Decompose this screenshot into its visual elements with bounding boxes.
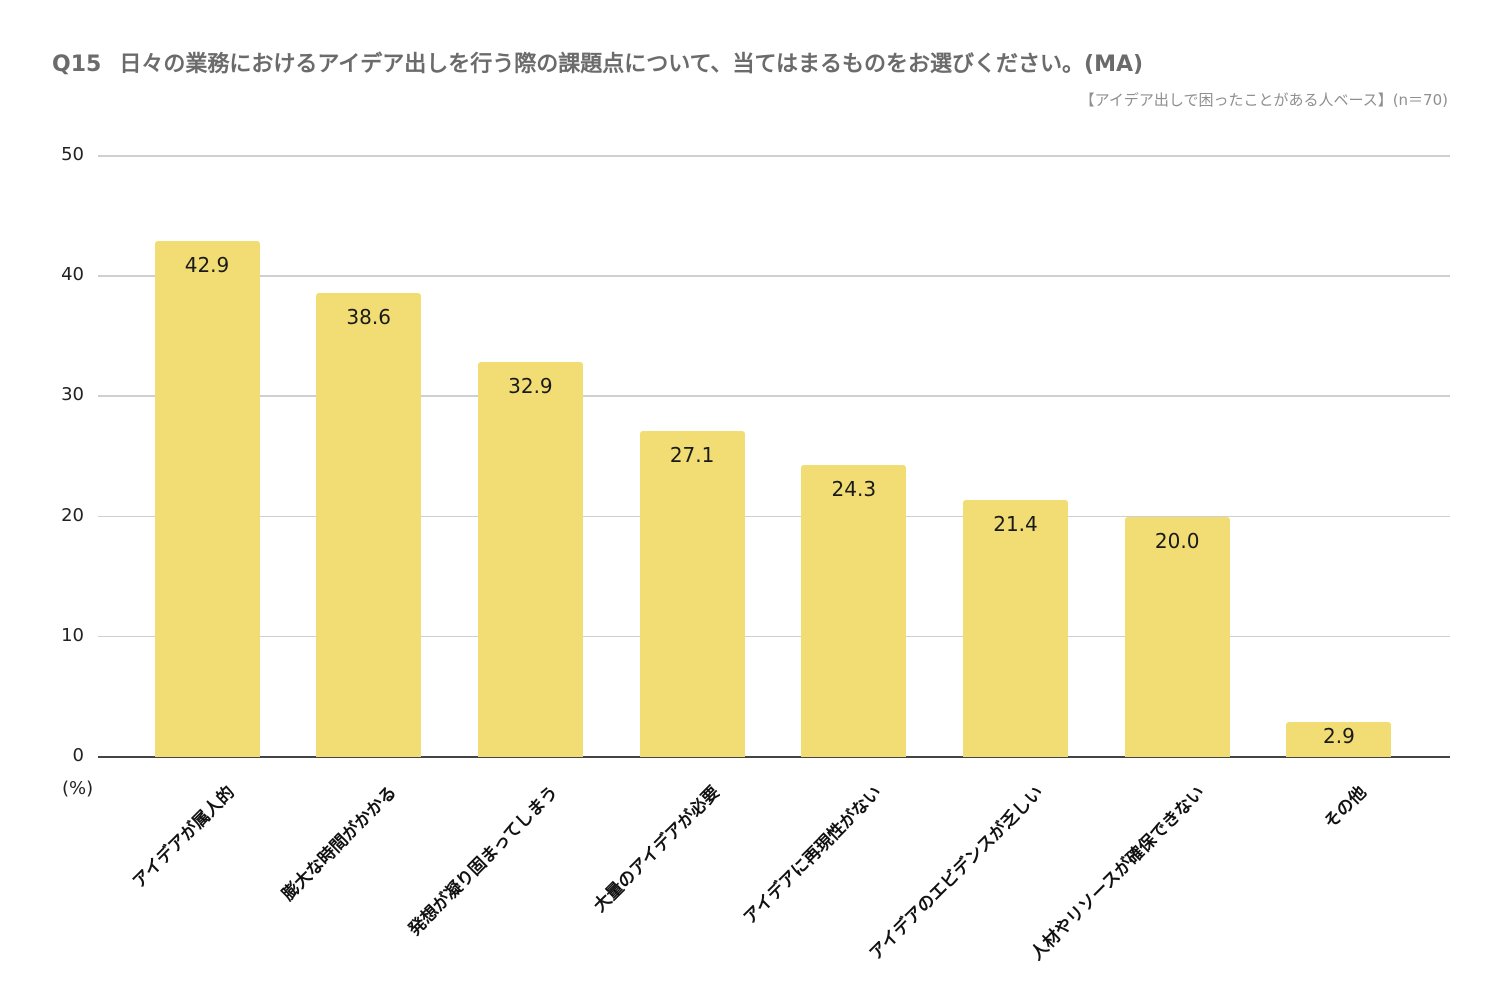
x-category-label: 大量のアイデアが必要 <box>590 782 724 917</box>
y-tick-label: 30 <box>61 384 84 406</box>
x-category-label: 発想が凝り固まってしまう <box>405 782 563 940</box>
y-tick-label: 40 <box>61 264 84 286</box>
gridline <box>98 275 1450 277</box>
bar-value-label: 24.3 <box>831 476 877 501</box>
bar: 38.6 <box>316 293 422 757</box>
plot-area: 42.9 38.6 32.9 27.1 24.3 21.4 20.0 2.9 <box>98 155 1450 758</box>
y-tick-label: 20 <box>61 504 84 526</box>
y-tick-label: 50 <box>61 144 84 165</box>
bar: 2.9 <box>1286 722 1392 757</box>
x-axis-baseline <box>98 756 1450 758</box>
gridline <box>98 635 1450 638</box>
x-category-label: その他 <box>1320 782 1371 833</box>
y-tick-label: 0 <box>72 745 84 766</box>
bar-value-label: 38.6 <box>346 305 391 330</box>
question-number: Q15 <box>52 52 102 77</box>
bar-value-label: 21.4 <box>993 511 1038 536</box>
gridline <box>98 515 1450 518</box>
bar: 24.3 <box>801 464 907 757</box>
x-category-label: 人材やリソースが確保できない <box>1027 782 1210 965</box>
x-category-label: アイデアのエビデンスが乏しい <box>865 782 1047 965</box>
bar: 32.9 <box>477 361 583 757</box>
bar-value-label: 20.0 <box>1154 528 1200 553</box>
bar: 42.9 <box>154 241 260 757</box>
x-category-label: 膨大な時間がかかる <box>278 782 401 905</box>
bar-value-label: 2.9 <box>1322 724 1355 749</box>
bar-value-label: 32.9 <box>508 373 553 398</box>
chart-subtitle: 【アイデア出しで困ったことがある人ベース】(n＝70) <box>1079 91 1448 109</box>
bar: 20.0 <box>1124 516 1230 757</box>
x-category-label: アイデアが属人的 <box>129 782 239 893</box>
gridline <box>98 395 1450 397</box>
bar: 21.4 <box>963 499 1068 757</box>
bar-value-label: 42.9 <box>184 253 230 278</box>
bar: 27.1 <box>639 431 745 757</box>
bar-value-label: 27.1 <box>669 443 715 468</box>
gridline <box>98 155 1450 157</box>
y-axis-unit-label: (%) <box>62 778 94 799</box>
chart-title: Q15 日々の業務におけるアイデア出しを行う際の課題点について、当てはまるものをお… <box>52 46 1143 78</box>
question-text: 日々の業務におけるアイデア出しを行う際の課題点について、当てはまるものをお選びく… <box>119 52 1144 77</box>
x-category-label: アイデアに再現性がない <box>739 782 886 929</box>
y-tick-label: 10 <box>61 624 84 646</box>
